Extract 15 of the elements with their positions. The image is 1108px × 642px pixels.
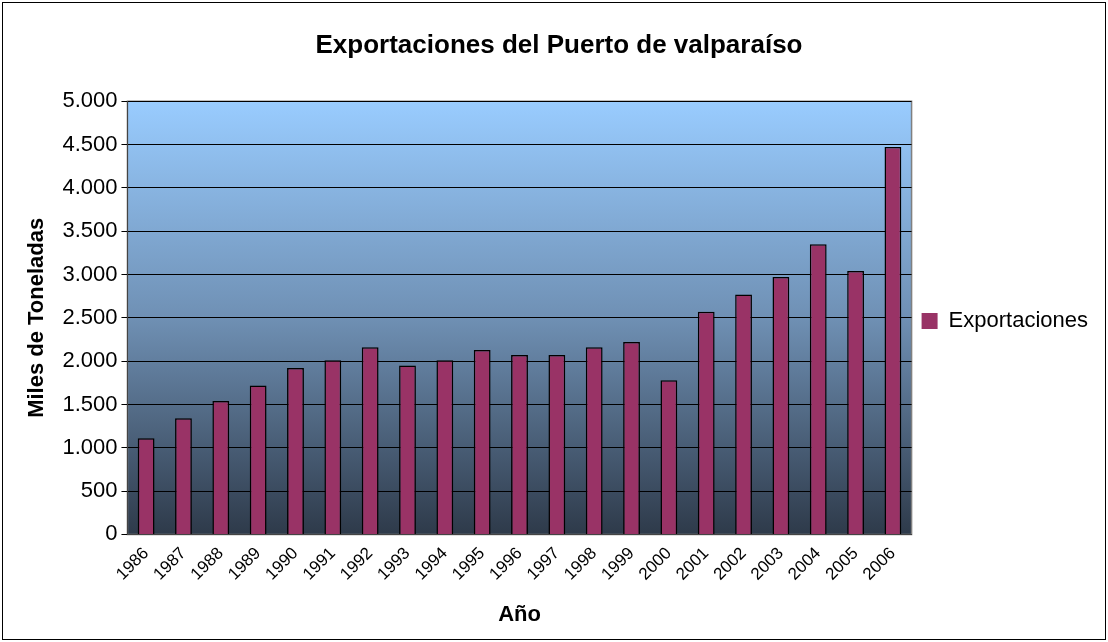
y-tick-label: 3.500	[62, 217, 118, 243]
y-tick-label: 5.000	[62, 87, 118, 113]
y-tick-label: 4.000	[62, 173, 118, 199]
legend-label: Exportaciones	[948, 307, 1089, 333]
y-tick-label: 500	[80, 477, 118, 503]
y-tick-label: 1.500	[62, 390, 118, 416]
y-tick-label: 2.500	[62, 303, 118, 329]
chart-title: Exportaciones del Puerto de valparaíso	[315, 28, 803, 59]
y-tick-label: 1.000	[62, 433, 118, 459]
y-tick-label: 0	[105, 520, 118, 546]
y-tick-label: 4.500	[62, 130, 118, 156]
y-tick-label: 2.000	[62, 347, 118, 373]
y-axis-title: Miles de Toneladas	[23, 217, 49, 418]
y-tick-label: 3.000	[62, 260, 118, 286]
x-axis-title: Año	[498, 600, 541, 626]
